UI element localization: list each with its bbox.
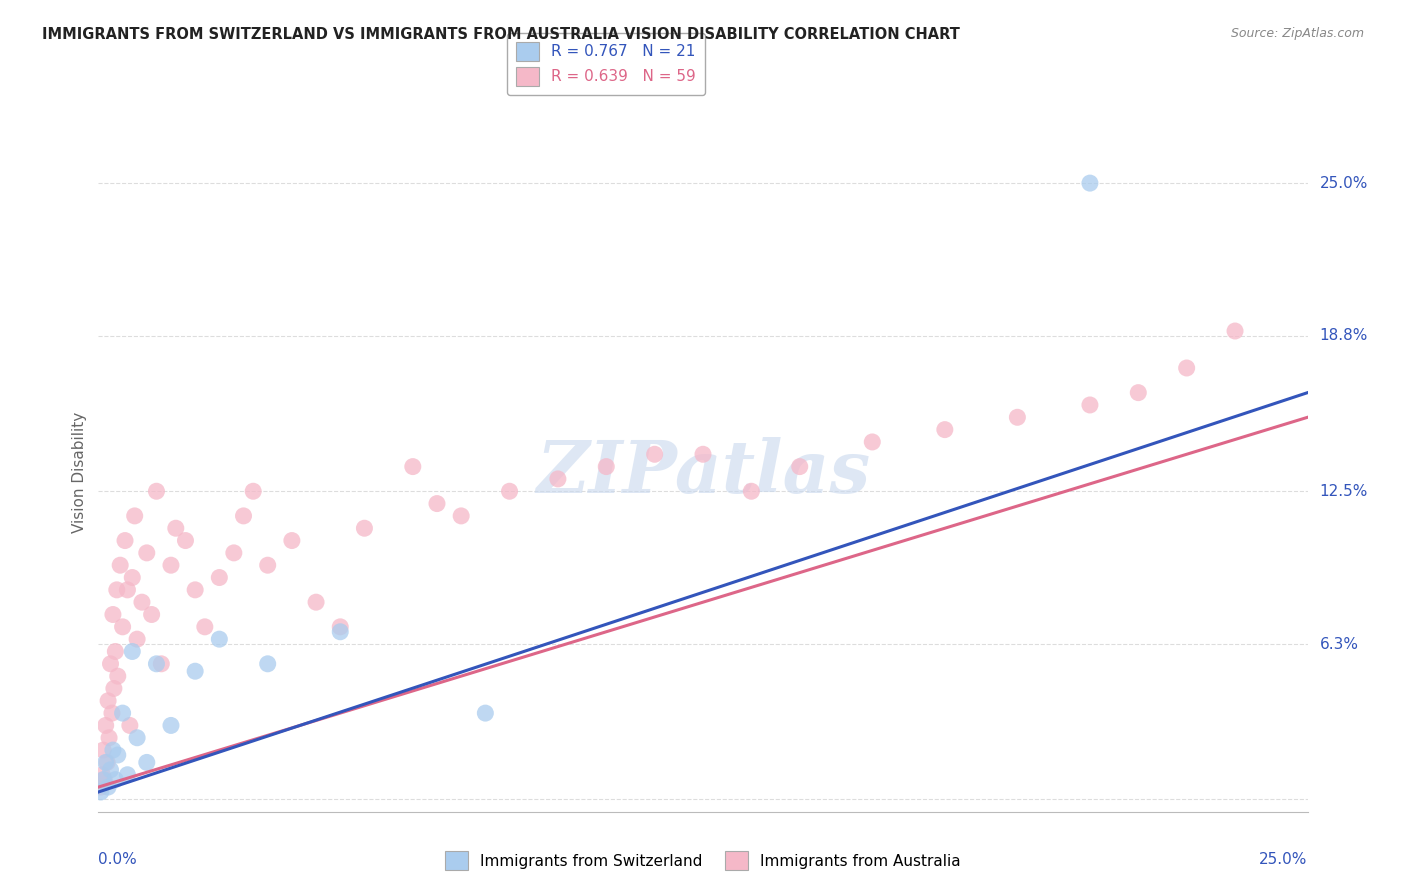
Point bbox=[740, 484, 762, 499]
Point bbox=[94, 718, 117, 732]
Point bbox=[402, 459, 425, 474]
Text: 25.0%: 25.0% bbox=[1320, 176, 1368, 191]
Point bbox=[160, 718, 183, 732]
Point bbox=[1078, 398, 1101, 412]
Point bbox=[141, 607, 163, 622]
Point bbox=[111, 706, 134, 720]
Point bbox=[1175, 361, 1198, 376]
Point bbox=[208, 570, 231, 584]
Point bbox=[124, 508, 146, 523]
Point bbox=[450, 508, 472, 523]
Text: 6.3%: 6.3% bbox=[1320, 637, 1358, 651]
Legend: Immigrants from Switzerland, Immigrants from Australia: Immigrants from Switzerland, Immigrants … bbox=[439, 846, 967, 876]
Point bbox=[184, 582, 207, 597]
Point bbox=[107, 747, 129, 762]
Point bbox=[1223, 324, 1246, 338]
Point bbox=[97, 780, 120, 794]
Point bbox=[90, 785, 112, 799]
Point bbox=[644, 447, 666, 461]
Point bbox=[101, 607, 124, 622]
Point bbox=[281, 533, 304, 548]
Text: 25.0%: 25.0% bbox=[1260, 853, 1308, 867]
Text: 18.8%: 18.8% bbox=[1320, 328, 1368, 343]
Point bbox=[547, 472, 569, 486]
Point bbox=[353, 521, 375, 535]
Point bbox=[104, 772, 127, 787]
Point bbox=[91, 772, 114, 787]
Point bbox=[107, 669, 129, 683]
Point bbox=[121, 644, 143, 658]
Point bbox=[91, 743, 114, 757]
Point bbox=[474, 706, 496, 720]
Text: Source: ZipAtlas.com: Source: ZipAtlas.com bbox=[1230, 27, 1364, 40]
Text: IMMIGRANTS FROM SWITZERLAND VS IMMIGRANTS FROM AUSTRALIA VISION DISABILITY CORRE: IMMIGRANTS FROM SWITZERLAND VS IMMIGRANT… bbox=[42, 27, 960, 42]
Point bbox=[1078, 176, 1101, 190]
Point bbox=[100, 657, 122, 671]
Point bbox=[117, 582, 139, 597]
Point bbox=[329, 620, 352, 634]
Point bbox=[208, 632, 231, 647]
Point bbox=[101, 706, 124, 720]
Point bbox=[498, 484, 520, 499]
Text: 12.5%: 12.5% bbox=[1320, 483, 1368, 499]
Point bbox=[121, 570, 143, 584]
Point bbox=[305, 595, 328, 609]
Point bbox=[256, 558, 278, 573]
Point bbox=[595, 459, 617, 474]
Point bbox=[135, 756, 157, 770]
Y-axis label: Vision Disability: Vision Disability bbox=[72, 412, 87, 533]
Point bbox=[145, 657, 167, 671]
Point bbox=[222, 546, 245, 560]
Legend: R = 0.767   N = 21, R = 0.639   N = 59: R = 0.767 N = 21, R = 0.639 N = 59 bbox=[508, 33, 706, 95]
Point bbox=[96, 756, 118, 770]
Text: 0.0%: 0.0% bbox=[98, 853, 138, 867]
Point bbox=[135, 546, 157, 560]
Point bbox=[108, 558, 131, 573]
Point bbox=[242, 484, 264, 499]
Point bbox=[90, 780, 112, 794]
Point bbox=[103, 681, 125, 696]
Point bbox=[98, 731, 121, 745]
Point bbox=[329, 624, 352, 639]
Point bbox=[117, 768, 139, 782]
Point bbox=[118, 718, 141, 732]
Point bbox=[93, 772, 115, 787]
Point bbox=[94, 756, 117, 770]
Point bbox=[100, 763, 122, 777]
Point bbox=[91, 768, 114, 782]
Point bbox=[150, 657, 173, 671]
Point bbox=[105, 582, 128, 597]
Point bbox=[184, 664, 207, 678]
Point bbox=[101, 743, 124, 757]
Point bbox=[789, 459, 811, 474]
Point bbox=[165, 521, 187, 535]
Point bbox=[104, 644, 127, 658]
Point bbox=[1128, 385, 1150, 400]
Point bbox=[692, 447, 714, 461]
Point bbox=[256, 657, 278, 671]
Point bbox=[194, 620, 217, 634]
Point bbox=[934, 423, 956, 437]
Point bbox=[860, 434, 883, 449]
Point bbox=[111, 620, 134, 634]
Point bbox=[131, 595, 153, 609]
Point bbox=[232, 508, 254, 523]
Point bbox=[174, 533, 197, 548]
Point bbox=[160, 558, 183, 573]
Point bbox=[426, 497, 449, 511]
Text: ZIPatlas: ZIPatlas bbox=[536, 437, 870, 508]
Point bbox=[127, 731, 149, 745]
Point bbox=[97, 694, 120, 708]
Point bbox=[127, 632, 149, 647]
Point bbox=[145, 484, 167, 499]
Point bbox=[114, 533, 136, 548]
Point bbox=[1007, 410, 1029, 425]
